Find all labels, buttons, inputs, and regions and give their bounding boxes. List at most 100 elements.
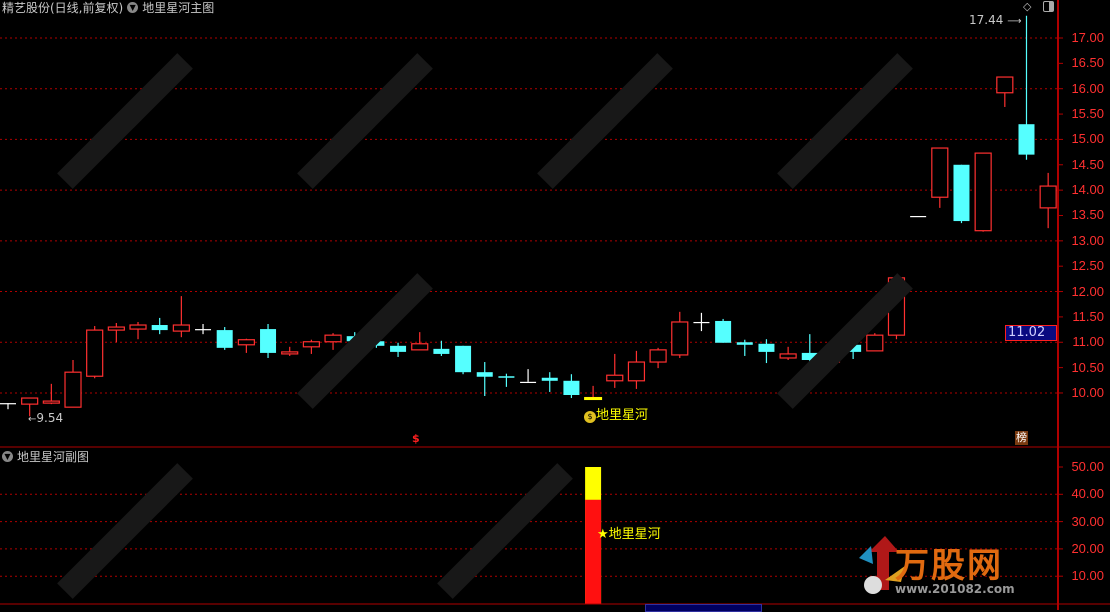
candle <box>455 345 472 375</box>
candle-body <box>649 349 667 363</box>
candle <box>541 372 558 392</box>
candle-body <box>498 376 515 378</box>
candle-body <box>822 349 841 363</box>
candle <box>693 312 710 332</box>
price-tick-label: 14.00 <box>1071 182 1104 198</box>
candle <box>801 334 818 368</box>
candle-body <box>910 215 927 218</box>
candle <box>822 342 841 366</box>
logo: 万股网 www.201082.com <box>855 530 1050 605</box>
candle-body <box>758 343 775 352</box>
high-price-label: 17.44 ⟶ <box>969 13 1022 27</box>
sub-chart-header: ▼ 地里星河副图 <box>2 448 89 465</box>
logo-arrows-icon <box>859 536 905 594</box>
candle <box>0 403 16 410</box>
candle <box>520 369 537 384</box>
candle <box>1039 172 1057 229</box>
price-tick-label: 14.50 <box>1071 156 1104 172</box>
candle <box>368 331 385 348</box>
candle <box>151 317 168 335</box>
main-indicator-name[interactable]: 地里星河主图 <box>142 1 215 15</box>
candle-body <box>151 325 168 331</box>
price-tick-label: 16.00 <box>1071 80 1104 96</box>
candle <box>260 324 277 358</box>
candle-body <box>216 330 233 348</box>
candle-body <box>107 326 125 331</box>
candle <box>996 76 1014 107</box>
candle <box>974 152 992 232</box>
candle-body <box>563 380 580 395</box>
candle-body <box>715 320 732 343</box>
sub-tick-label: 40.00 <box>1071 486 1104 502</box>
candle-body <box>455 345 472 373</box>
sub-bar-red <box>585 499 602 604</box>
candle-body <box>736 342 753 345</box>
candle <box>64 360 82 408</box>
price-tick-label: 17.00 <box>1071 30 1104 45</box>
price-tick-label: 13.50 <box>1071 207 1104 223</box>
candle <box>172 296 190 338</box>
price-tick-label: 11.50 <box>1072 308 1104 324</box>
candle-body <box>974 152 992 232</box>
candle-body <box>1018 124 1035 155</box>
logo-name: 万股网 <box>895 546 1003 586</box>
candle-body <box>801 352 818 361</box>
candle <box>606 353 624 388</box>
candle <box>715 318 732 343</box>
sub-tick-label: 10.00 <box>1071 568 1104 584</box>
candle <box>1018 15 1035 160</box>
candle <box>324 333 342 350</box>
chevron-down-icon[interactable]: ▼ <box>2 451 13 462</box>
low-price-label: ←9.54 <box>28 411 64 425</box>
candle <box>845 338 862 359</box>
candle <box>910 215 927 218</box>
candle <box>216 327 233 350</box>
sub-indicator-name[interactable]: 地里星河副图 <box>17 450 90 464</box>
signal-label: $ 地里星河 <box>584 404 648 423</box>
price-tick-label: 15.50 <box>1071 106 1104 122</box>
candle-body <box>520 381 537 384</box>
price-tick-label: 11.00 <box>1072 334 1104 350</box>
chevron-down-icon[interactable]: ▼ <box>127 2 139 13</box>
diamond-icon[interactable]: ◇ <box>1023 0 1032 13</box>
price-tick-label: 16.50 <box>1071 55 1104 71</box>
dollar-marker[interactable]: $ <box>412 432 420 445</box>
candle-body <box>627 361 646 382</box>
candle-body <box>411 343 429 351</box>
candle-body <box>346 336 363 342</box>
candle <box>390 342 407 357</box>
candle <box>107 322 125 343</box>
candle-body <box>1039 185 1057 209</box>
candle-body <box>172 324 190 332</box>
candle-body <box>433 348 450 354</box>
chart-header: 精艺股份(日线,前复权) ▼ 地里星河主图 <box>2 0 214 16</box>
candle-body <box>86 329 104 377</box>
candle <box>302 339 320 354</box>
candle <box>736 339 753 356</box>
high-value: 17.44 <box>969 13 1004 27</box>
candle-body <box>260 329 277 353</box>
status-strip <box>645 604 762 612</box>
candle-body <box>476 372 493 377</box>
candle-body <box>671 321 689 356</box>
candle-body <box>845 344 862 352</box>
candle-body <box>302 341 320 348</box>
low-value: 9.54 <box>36 411 64 425</box>
sub-tick-label: 50.00 <box>1071 459 1104 474</box>
candle <box>671 311 689 358</box>
window-toggle-icon[interactable] <box>1043 1 1054 12</box>
rank-badge[interactable]: 榜 <box>1015 431 1028 445</box>
candle-body <box>129 324 147 330</box>
candle <box>887 277 906 340</box>
candle <box>866 333 884 352</box>
candle <box>433 340 450 356</box>
candle <box>931 147 949 208</box>
candle <box>584 385 602 400</box>
candle <box>411 332 429 351</box>
candle-body <box>368 341 385 346</box>
candle-body <box>237 339 255 346</box>
candle <box>563 374 580 399</box>
candle-body <box>390 345 407 352</box>
sub-signal-label: ★地里星河 <box>597 527 661 542</box>
